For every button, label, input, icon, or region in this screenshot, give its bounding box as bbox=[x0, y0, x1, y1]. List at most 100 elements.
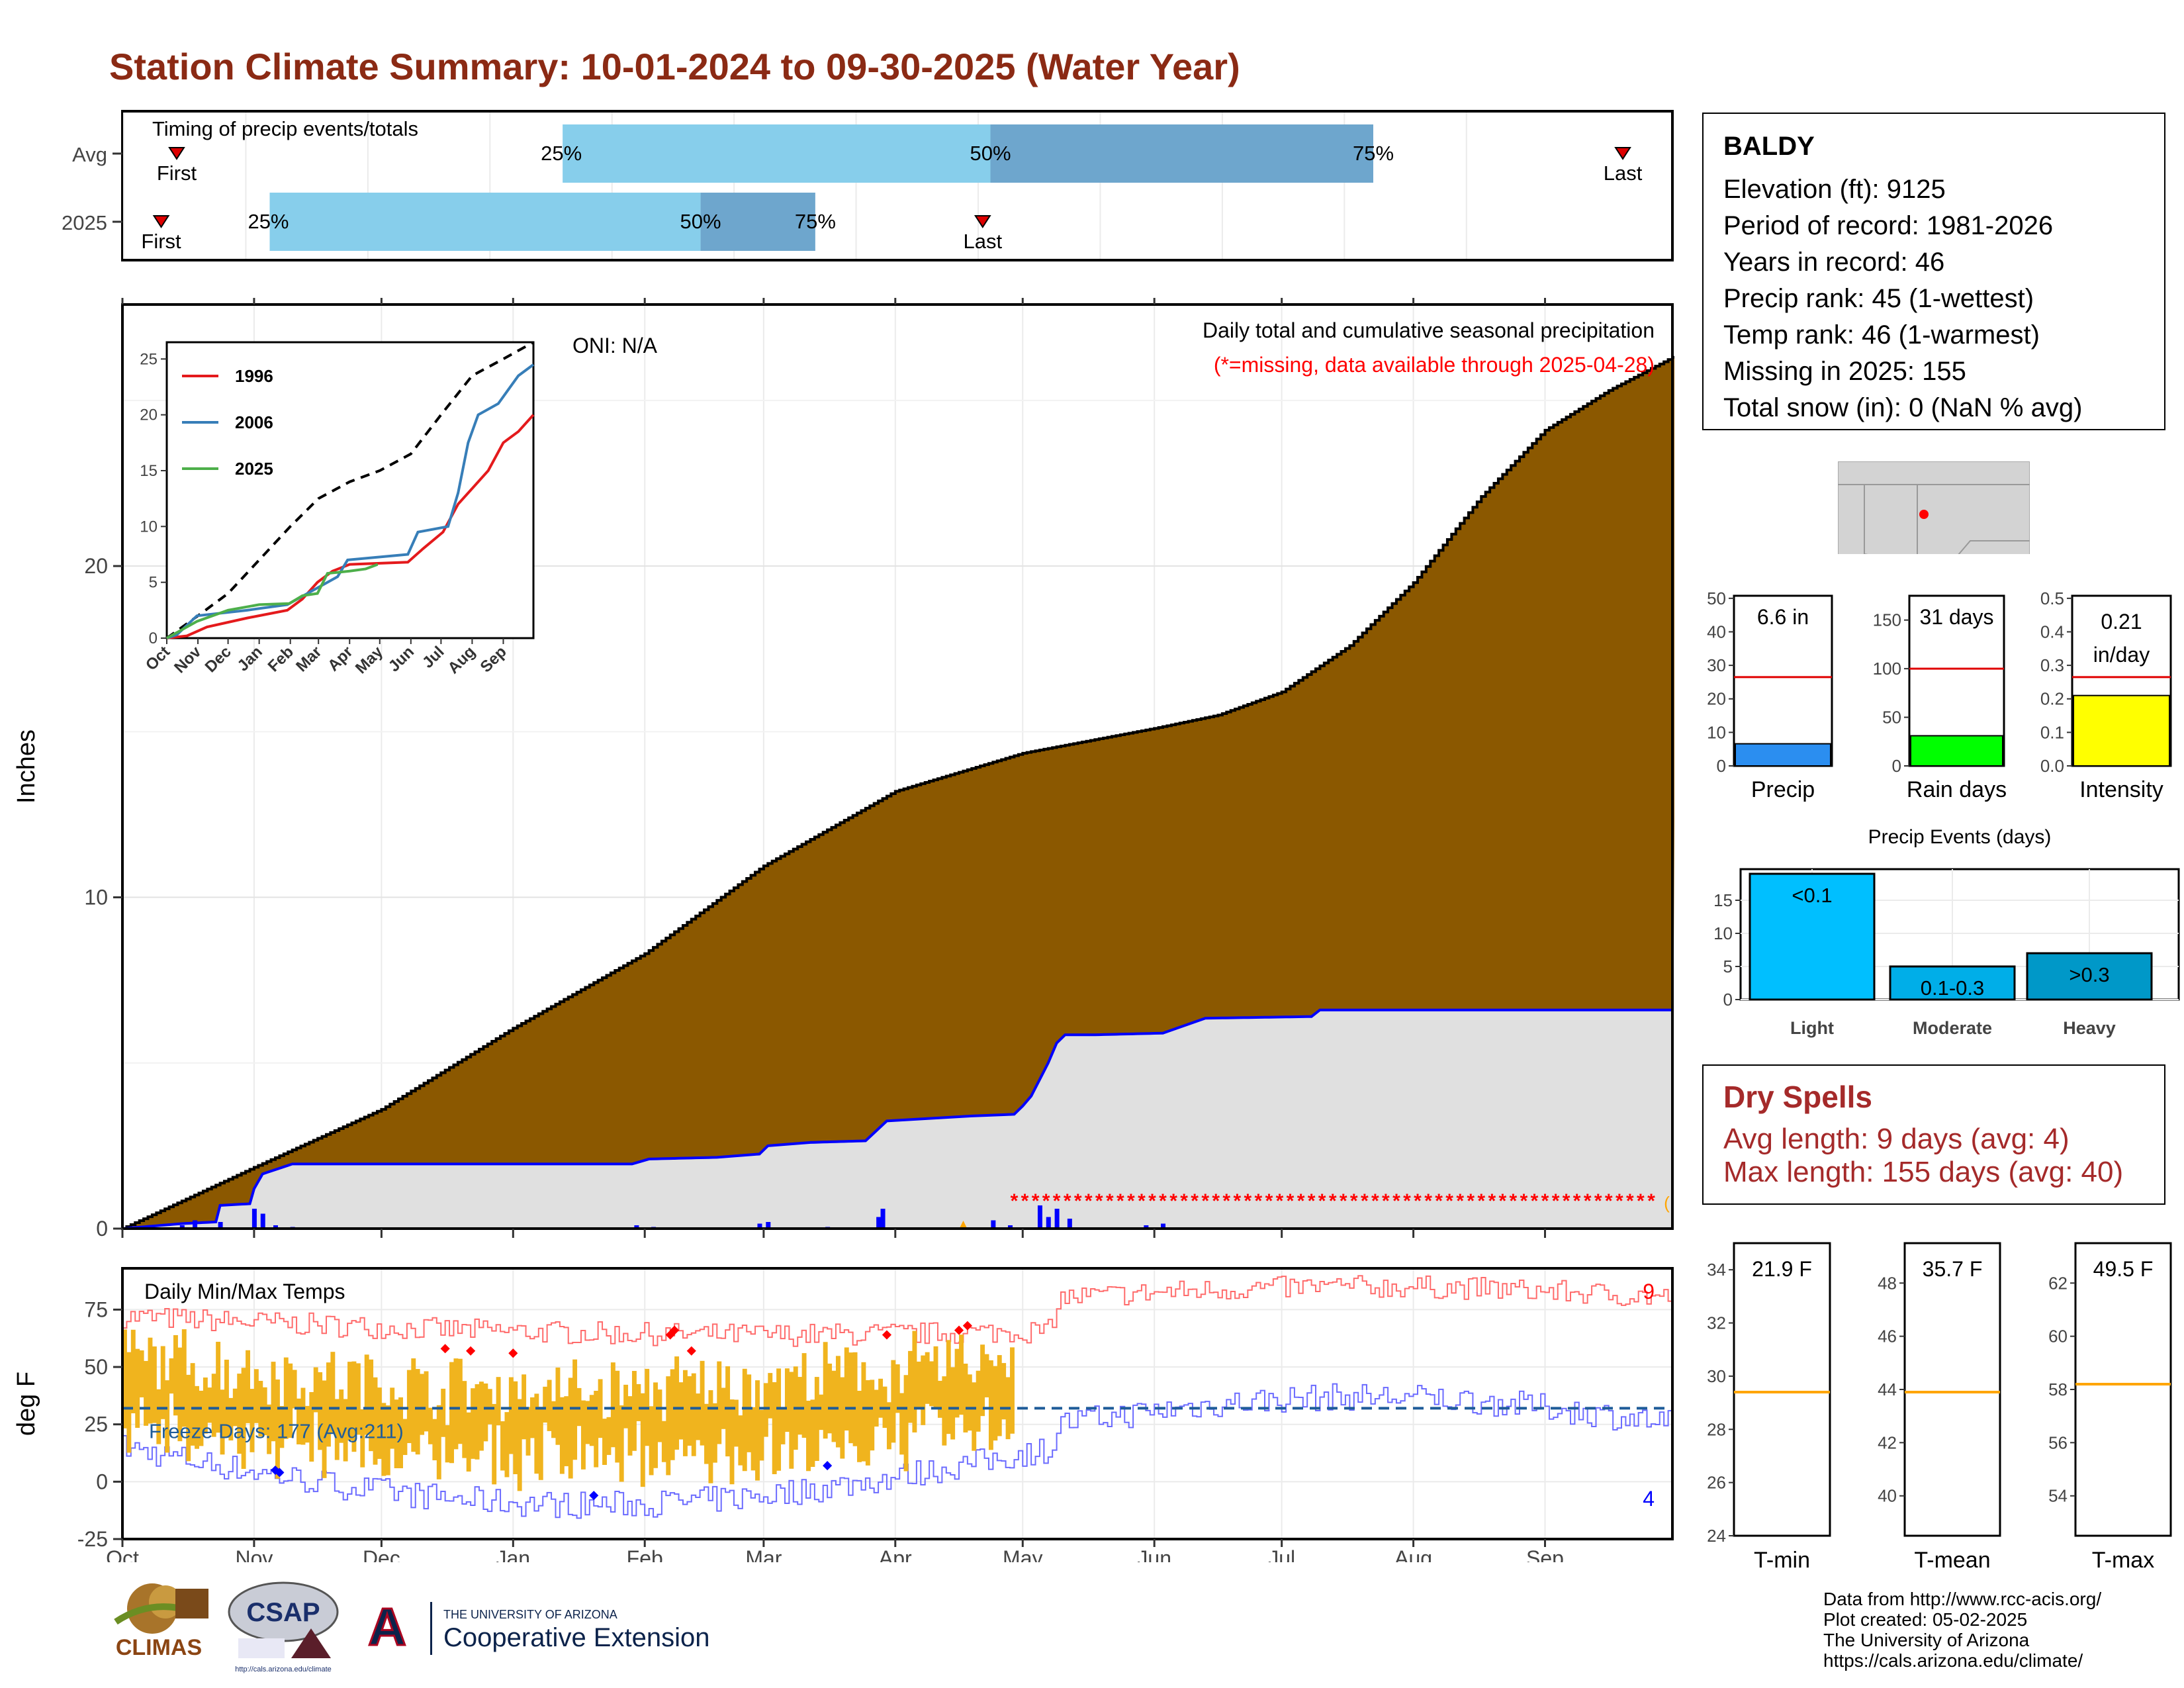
daily-temp-bar bbox=[908, 1350, 913, 1423]
y-tick-label: 0 bbox=[96, 1470, 108, 1493]
missing-marker: * bbox=[1456, 1190, 1464, 1212]
daily-temp-bar bbox=[203, 1377, 208, 1434]
temp-box-y-tick: 32 bbox=[1707, 1313, 1726, 1333]
daily-precip-bar bbox=[179, 1225, 185, 1229]
daily-temp-bar bbox=[993, 1366, 998, 1441]
missing-marker: * bbox=[1085, 1190, 1093, 1212]
daily-temp-bar bbox=[457, 1358, 463, 1444]
precip-chart: * * * * * * * * * * * * * * * * * * * * * * * * * * * * * * * * * * * * * * * *… bbox=[13, 295, 1677, 1241]
mini-y-tick: 40 bbox=[1707, 622, 1726, 641]
mini-bar-value-text: 31 days bbox=[1919, 605, 1993, 629]
inset-2025-line bbox=[166, 563, 379, 639]
missing-marker: * bbox=[1563, 1190, 1570, 1212]
mini-y-tick: 0.3 bbox=[2040, 655, 2064, 675]
missing-marker: * bbox=[1467, 1190, 1475, 1212]
daily-temp-bar bbox=[823, 1342, 828, 1439]
inset-legend-label: 1996 bbox=[235, 366, 273, 386]
daily-temp-bar bbox=[649, 1406, 654, 1476]
csap-url: http://cals.arizona.edu/climate bbox=[235, 1665, 332, 1673]
events-y-tick: 5 bbox=[1723, 957, 1733, 976]
precip-caption-missing: (*=missing, data available through 2025-… bbox=[1214, 353, 1655, 377]
mini-bar-value bbox=[1910, 735, 2003, 767]
timing-bar-50-75 bbox=[700, 193, 815, 251]
missing-marker: * bbox=[1435, 1190, 1443, 1212]
daily-temp-bar bbox=[246, 1350, 250, 1423]
daily-temp-bar bbox=[844, 1347, 849, 1431]
temp-box-label: T-max bbox=[2092, 1548, 2154, 1573]
station-location-marker bbox=[1919, 510, 1929, 519]
daily-temp-bar bbox=[1010, 1347, 1015, 1434]
daily-temp-bar bbox=[148, 1337, 153, 1424]
daily-temp-bar bbox=[517, 1399, 522, 1491]
temp-box-y-tick: 28 bbox=[1707, 1419, 1726, 1439]
daily-temp-bar bbox=[453, 1358, 459, 1450]
missing-marker: * bbox=[1498, 1190, 1506, 1212]
daily-temp-bar bbox=[415, 1369, 420, 1455]
daily-temp-bar bbox=[899, 1393, 905, 1455]
missing-marker: * bbox=[1594, 1190, 1602, 1212]
timing-first-label: First bbox=[157, 162, 197, 185]
daily-temp-bar bbox=[351, 1361, 357, 1452]
timing-bar-25-50 bbox=[563, 124, 991, 183]
mini-bar-value-unit: in/day bbox=[2093, 643, 2150, 667]
record-high-marker bbox=[954, 1325, 964, 1335]
temp-box-y-tick: 58 bbox=[2048, 1380, 2068, 1399]
events-bar bbox=[2026, 952, 2153, 1001]
missing-marker: * bbox=[1308, 1190, 1316, 1212]
precip-caption: Daily total and cumulative seasonal prec… bbox=[1203, 318, 1655, 342]
daily-temp-bar bbox=[937, 1380, 942, 1418]
missing-marker: * bbox=[1626, 1190, 1634, 1212]
mini-bar-value bbox=[2073, 694, 2170, 767]
daily-temp-bar bbox=[636, 1383, 641, 1421]
daily-temp-bar bbox=[326, 1362, 331, 1447]
record-high-marker bbox=[962, 1321, 972, 1331]
snow-marker bbox=[959, 1221, 968, 1229]
temp-box-y-tick: 26 bbox=[1707, 1473, 1726, 1493]
events-bar-label: >0.3 bbox=[2069, 963, 2109, 986]
y-axis-label: deg F bbox=[13, 1372, 40, 1436]
missing-marker: * bbox=[1127, 1190, 1135, 1212]
missing-marker: * bbox=[1032, 1190, 1040, 1212]
daily-temp-bar bbox=[865, 1380, 870, 1466]
daily-temp-bar bbox=[220, 1389, 225, 1455]
record-high-line bbox=[122, 1275, 1672, 1347]
daily-temp-bar bbox=[950, 1367, 956, 1440]
x-tick-label: Nov bbox=[235, 1546, 273, 1562]
daily-temp-bar bbox=[262, 1387, 267, 1436]
inset-x-tick: Aug bbox=[445, 643, 479, 677]
missing-marker: * bbox=[1053, 1190, 1061, 1212]
daily-temp-bar bbox=[529, 1397, 535, 1438]
missing-marker: * bbox=[1265, 1190, 1273, 1212]
mini-y-tick: 50 bbox=[1707, 588, 1726, 608]
dry-spells-box: Dry Spells Avg length: 9 days (avg: 4) M… bbox=[1702, 1064, 2165, 1205]
daily-temp-bar bbox=[144, 1360, 148, 1426]
ua-small-text: THE UNIVERSITY OF ARIZONA bbox=[443, 1608, 617, 1621]
mini-y-tick: 0 bbox=[1717, 756, 1726, 776]
timing-p25-label: 25% bbox=[541, 142, 582, 165]
inset-x-tick: Oct bbox=[142, 643, 173, 674]
climas-text: CLIMAS bbox=[116, 1635, 202, 1660]
inset-x-tick: Apr bbox=[324, 643, 356, 675]
mini-y-tick: 0 bbox=[1892, 756, 1901, 776]
daily-temp-bar bbox=[478, 1382, 484, 1451]
cumulative-avg-area bbox=[122, 357, 1677, 1229]
daily-temp-bar bbox=[831, 1370, 837, 1442]
temp-box-y-tick: 48 bbox=[1878, 1273, 1897, 1293]
events-y-tick: 0 bbox=[1723, 990, 1733, 1009]
daily-temp-bar bbox=[594, 1391, 599, 1468]
daily-temp-bar bbox=[946, 1340, 951, 1434]
daily-temp-bar bbox=[976, 1370, 981, 1432]
daily-temp-bar bbox=[334, 1399, 340, 1460]
daily-temp-bar bbox=[661, 1421, 666, 1462]
daily-temp-bar bbox=[398, 1397, 403, 1469]
mini-bar-frame bbox=[1733, 594, 1833, 767]
missing-marker: * bbox=[1510, 1190, 1518, 1212]
daily-temp-bar bbox=[547, 1380, 552, 1431]
daily-temp-bar bbox=[385, 1405, 390, 1476]
missing-marker: * bbox=[1531, 1190, 1539, 1212]
x-tick-label: Mar bbox=[745, 1546, 782, 1562]
mini-y-tick: 20 bbox=[1707, 689, 1726, 709]
daily-temp-bar bbox=[585, 1401, 590, 1444]
temp-box-y-tick: 40 bbox=[1878, 1486, 1897, 1506]
inset-y-tick: 0 bbox=[149, 630, 158, 647]
